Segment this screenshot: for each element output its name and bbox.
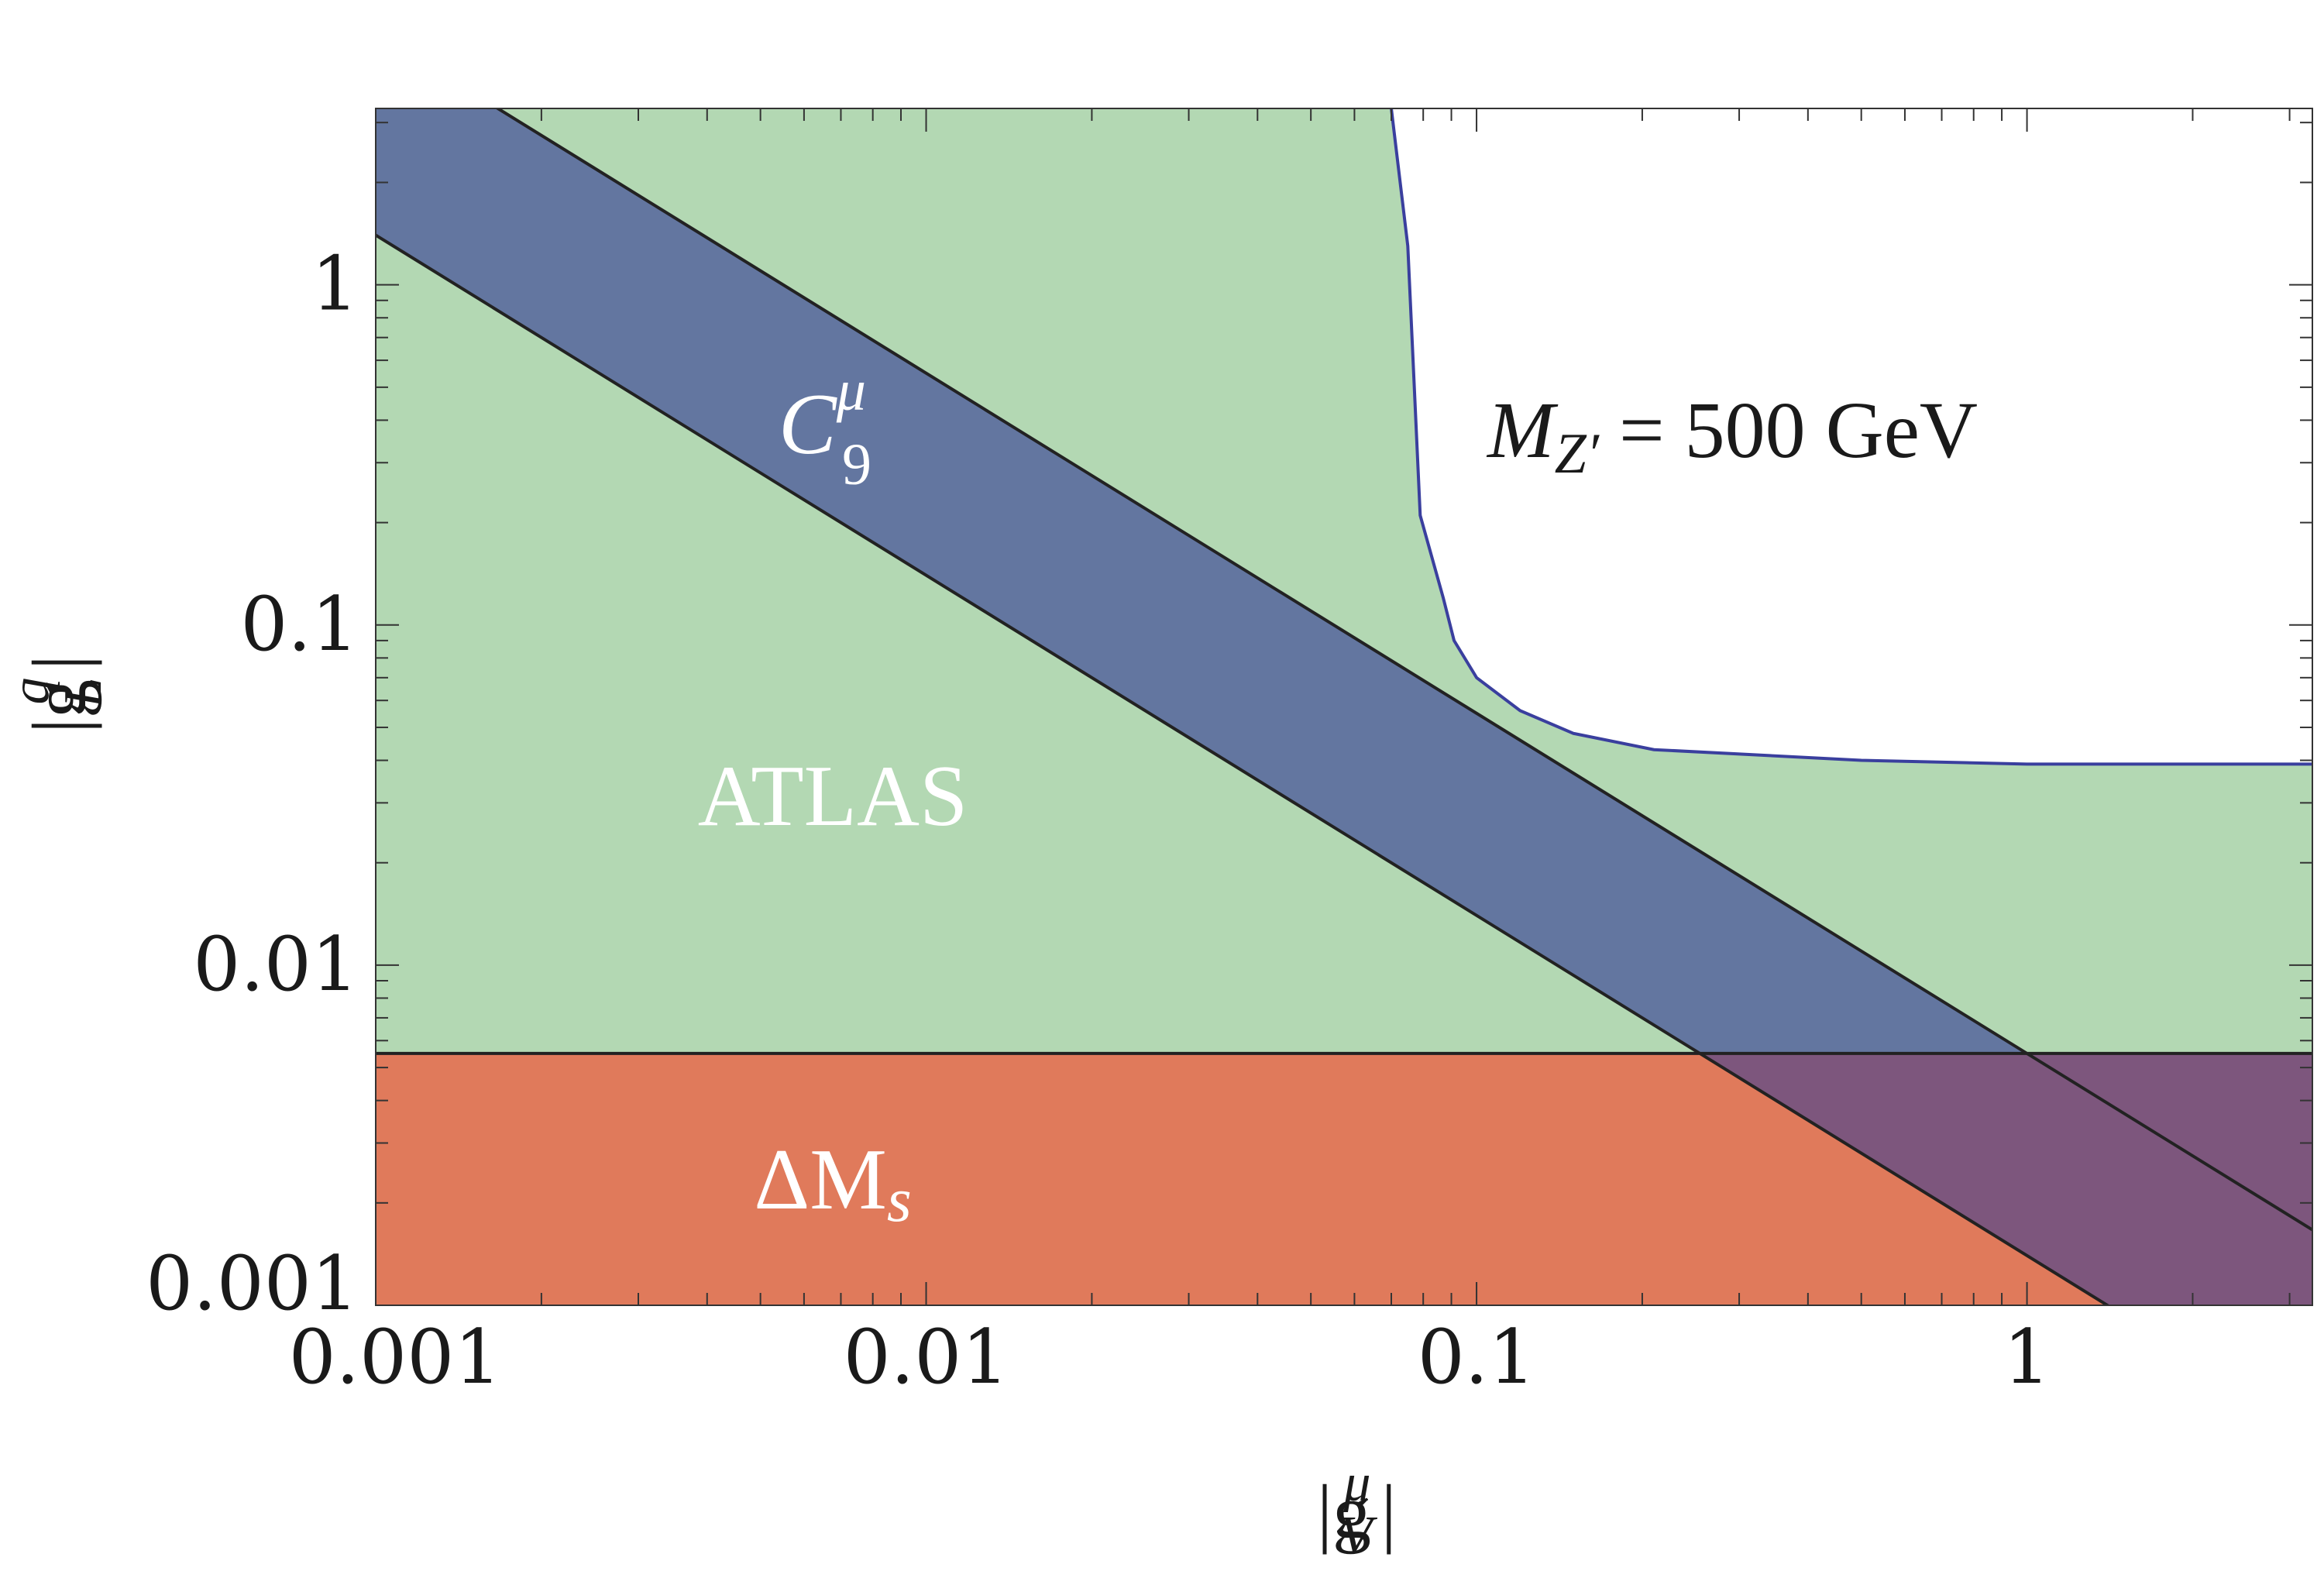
x-axis-title-sup: μ xyxy=(1342,1453,1370,1513)
y-tick-label: 0.001 xyxy=(146,1240,359,1327)
y-tick-label: 1 xyxy=(311,241,359,328)
mass-annotation: MZ′ = 500 GeV xyxy=(1486,386,1978,486)
atlas-region-label: ATLAS xyxy=(698,748,968,844)
c9-band-upper-edge xyxy=(494,108,2312,1232)
y-axis-title-close: | xyxy=(16,655,102,670)
x-axis-title-close: | xyxy=(1381,1469,1397,1555)
c9-label-sup: μ xyxy=(836,358,866,423)
mass-annotation-symbol: M xyxy=(1486,386,1559,475)
x-axis-title-sub: V xyxy=(1339,1506,1378,1566)
mass-annotation-sub: Z′ xyxy=(1555,422,1600,486)
axis-ticks xyxy=(375,108,2312,1306)
c9-label-sub: 9 xyxy=(842,432,871,497)
delta-ms-region-label: ΔMs xyxy=(754,1132,912,1235)
y-tick-label: 0.01 xyxy=(193,921,359,1008)
c9-band-lower-edge xyxy=(376,233,2111,1305)
x-tick-label: 0.001 xyxy=(289,1314,502,1401)
delta-ms-label-main: ΔM xyxy=(754,1132,887,1228)
x-tick-label: 0.01 xyxy=(844,1314,1009,1401)
y-axis-title-sub: L xyxy=(53,678,113,709)
delta-ms-label-sub: s xyxy=(887,1164,912,1235)
y-axis-title-group: |gqL | xyxy=(1,655,113,734)
c9-region-label: Cμ 9 xyxy=(779,358,871,497)
x-axis-title: |gμ V | xyxy=(1317,1453,1397,1566)
axis-tick-labels: 0.001 0.01 0.1 1 0.001 0.01 0.1 1 xyxy=(146,241,2051,1401)
x-tick-label: 0.1 xyxy=(1418,1314,1536,1401)
mass-annotation-value: = 500 GeV xyxy=(1599,386,1978,475)
c9-band-region xyxy=(376,108,2312,1305)
y-axis-title-sup: q xyxy=(1,678,60,705)
c9-label-main: C xyxy=(779,376,837,473)
x-axis-title-base: |g xyxy=(1317,1469,1371,1555)
atlas-boundary-line xyxy=(1390,108,2312,766)
y-tick-label: 0.1 xyxy=(240,581,359,668)
plot-frame xyxy=(375,108,2313,1306)
x-tick-label: 1 xyxy=(2003,1314,2051,1401)
y-axis-title-base: |g xyxy=(16,679,102,734)
c9-dms-overlap-region xyxy=(1700,1053,2312,1305)
y-axis-title: |gqL | xyxy=(1,655,113,734)
